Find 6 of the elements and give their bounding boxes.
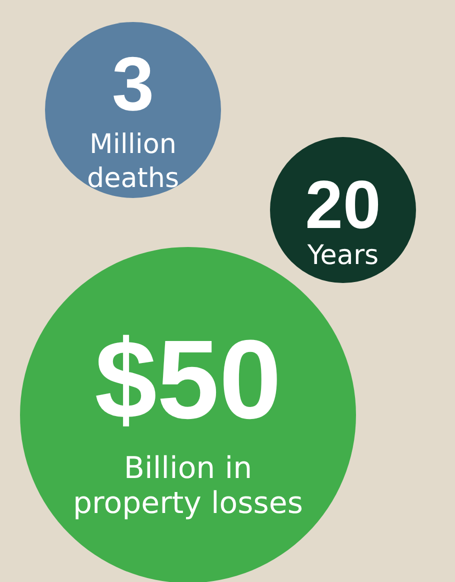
data-label: 3 [112, 42, 154, 127]
category-label: Billion in property losses [73, 451, 303, 521]
category-label: Years [306, 240, 379, 271]
category-label: Million deaths [86, 129, 180, 194]
data-label: 20 [305, 167, 381, 243]
data-label: $50 [94, 317, 282, 442]
